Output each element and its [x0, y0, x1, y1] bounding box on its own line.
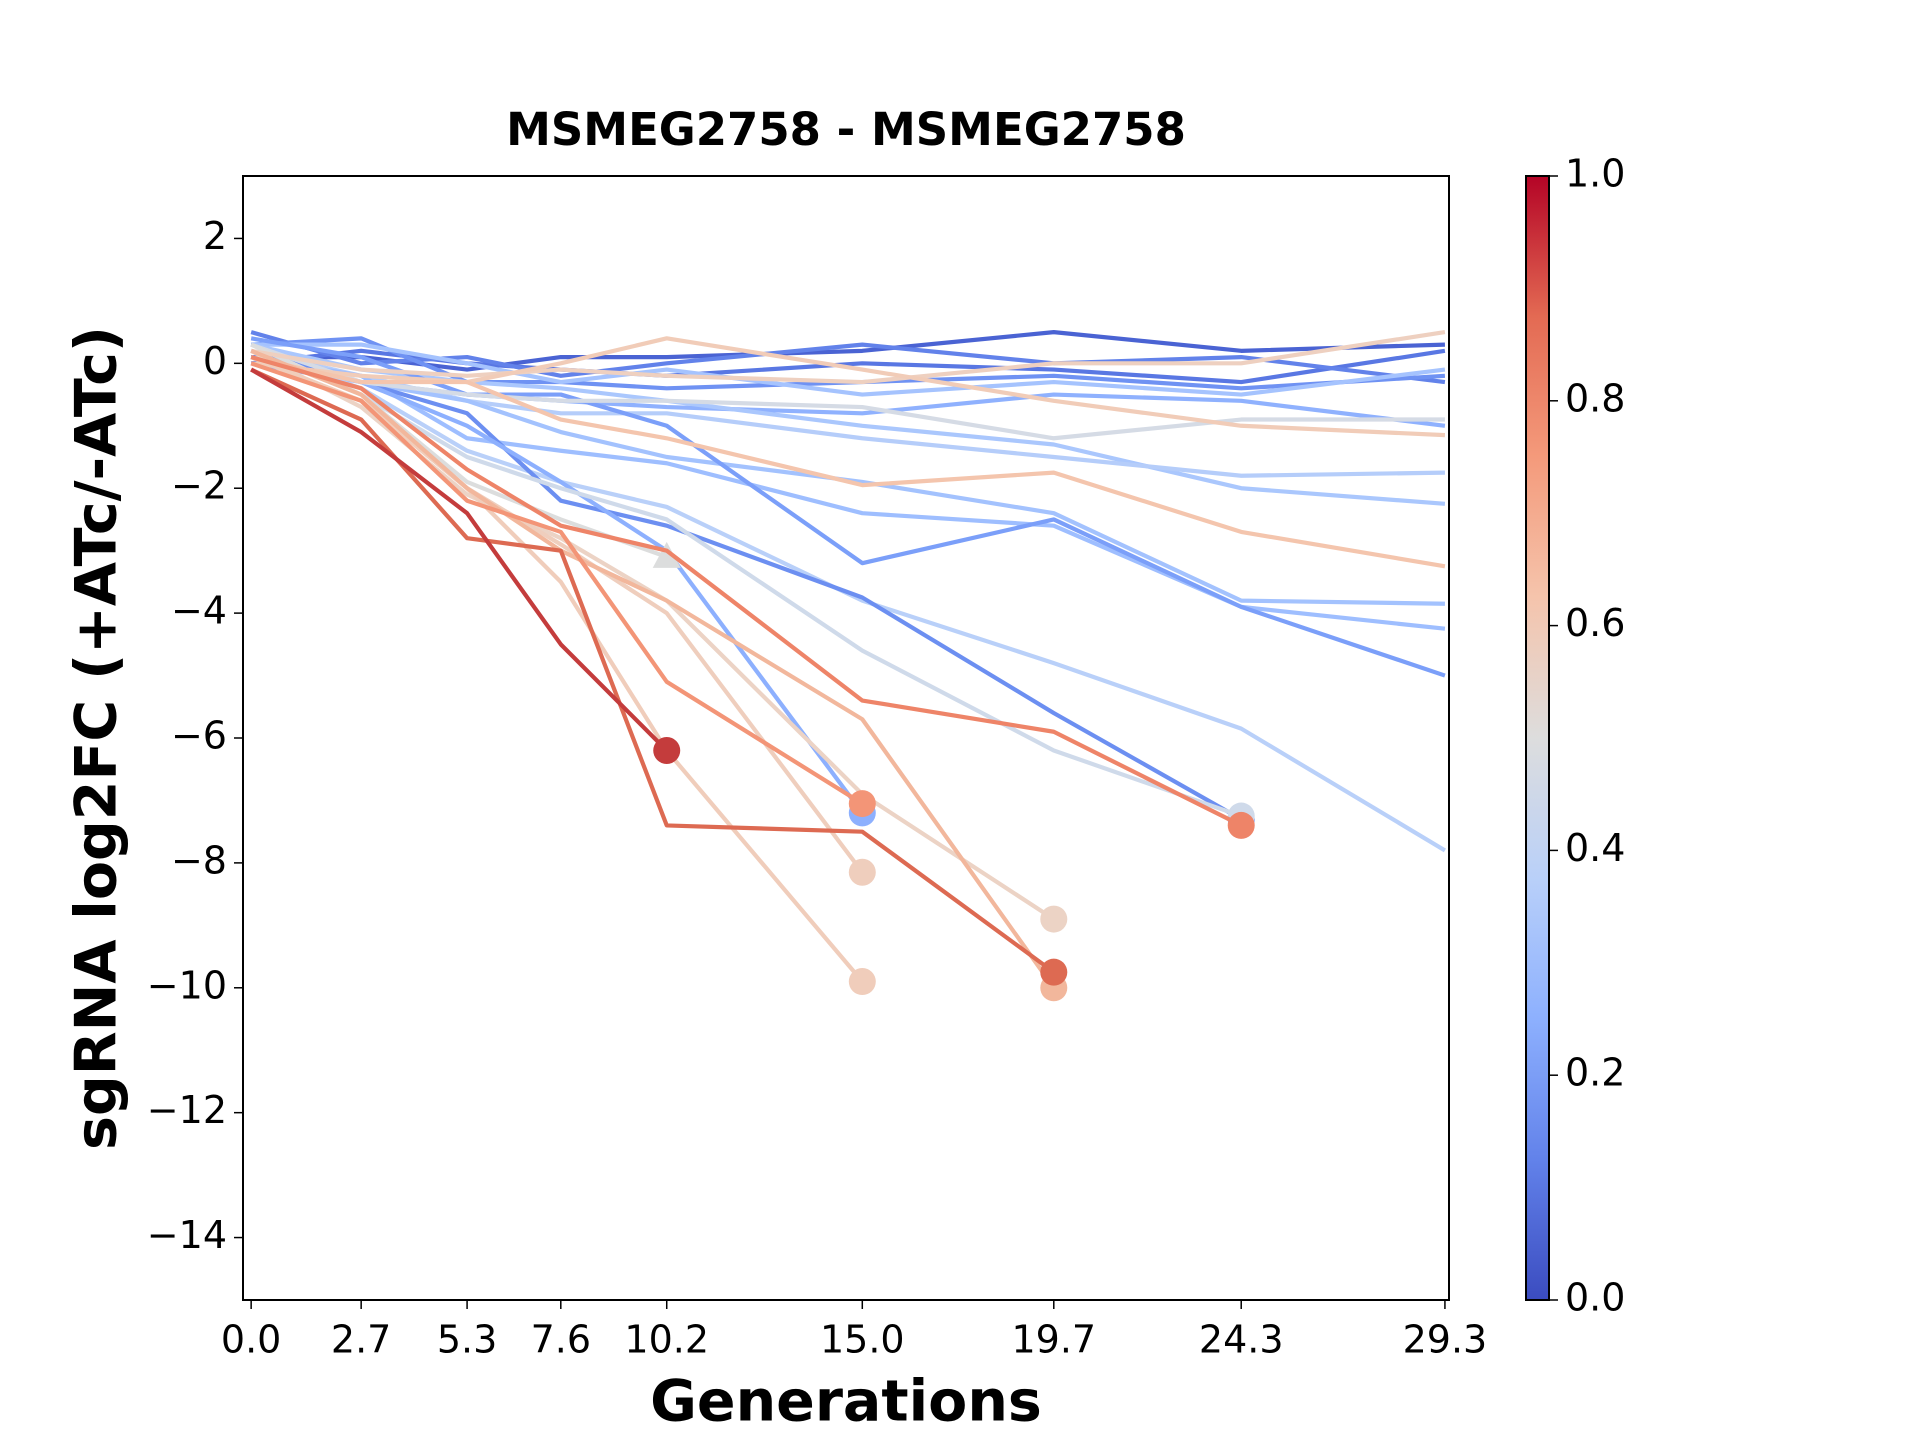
y-axis-label: sgRNA log2FC (+ATc/-ATc) — [64, 326, 130, 1150]
y-tick-label: −12 — [147, 1088, 227, 1132]
x-tick-label: 19.7 — [1011, 1318, 1096, 1362]
series-line — [250, 355, 1446, 569]
y-tick-label: 0 — [203, 339, 227, 383]
series-line — [250, 330, 1446, 385]
plot-frame — [242, 175, 1450, 1301]
x-tick-label: 29.3 — [1403, 1318, 1488, 1362]
colorbar-tick-label: 1.0 — [1565, 152, 1625, 196]
y-tick-label: 2 — [203, 214, 227, 258]
x-tick-label: 15.0 — [820, 1318, 905, 1362]
series-line — [250, 355, 864, 874]
y-tick-label: −8 — [171, 838, 227, 882]
series-line — [250, 330, 1446, 385]
end-marker — [1040, 905, 1068, 933]
series-line — [250, 361, 864, 806]
y-tick-label: −14 — [147, 1213, 227, 1257]
series-line — [250, 367, 669, 752]
end-marker — [848, 968, 876, 996]
x-tick-label: 2.7 — [331, 1318, 391, 1362]
end-marker — [1227, 811, 1255, 839]
end-marker — [652, 541, 681, 568]
series-line — [250, 367, 1056, 974]
colorbar — [1525, 175, 1550, 1301]
colorbar-tick-label: 0.6 — [1565, 601, 1625, 645]
y-tick-label: −2 — [171, 464, 227, 508]
end-marker — [848, 858, 876, 886]
colorbar-tick-label: 0.2 — [1565, 1051, 1625, 1095]
plot-lines — [250, 330, 1447, 1002]
x-tick-label: 7.6 — [531, 1318, 591, 1362]
series-line — [251, 342, 1446, 397]
series-line — [250, 348, 1447, 853]
x-tick-label: 0.0 — [221, 1318, 281, 1362]
colorbar-tick-label: 0.4 — [1565, 826, 1625, 870]
series-line — [250, 342, 1445, 441]
y-tick-label: −6 — [171, 714, 227, 758]
x-tick-label: 5.3 — [437, 1318, 497, 1362]
series-line — [250, 348, 1242, 819]
end-marker — [653, 736, 681, 764]
y-tick-label: −4 — [171, 589, 227, 633]
y-tick-label: −10 — [147, 963, 227, 1007]
chart-title: MSMEG2758 - MSMEG2758 — [506, 103, 1186, 156]
colorbar-tick-label: 0.8 — [1565, 376, 1625, 420]
x-tick-label: 24.3 — [1199, 1318, 1284, 1362]
series-line — [250, 355, 1243, 828]
series-line — [250, 336, 1446, 438]
x-axis-label: Generations — [650, 1369, 1042, 1435]
x-tick-label: 10.2 — [624, 1318, 709, 1362]
end-marker — [848, 790, 876, 818]
colorbar-tick-label: 0.0 — [1565, 1276, 1625, 1320]
end-marker — [1040, 958, 1068, 986]
series-line — [250, 355, 1446, 631]
